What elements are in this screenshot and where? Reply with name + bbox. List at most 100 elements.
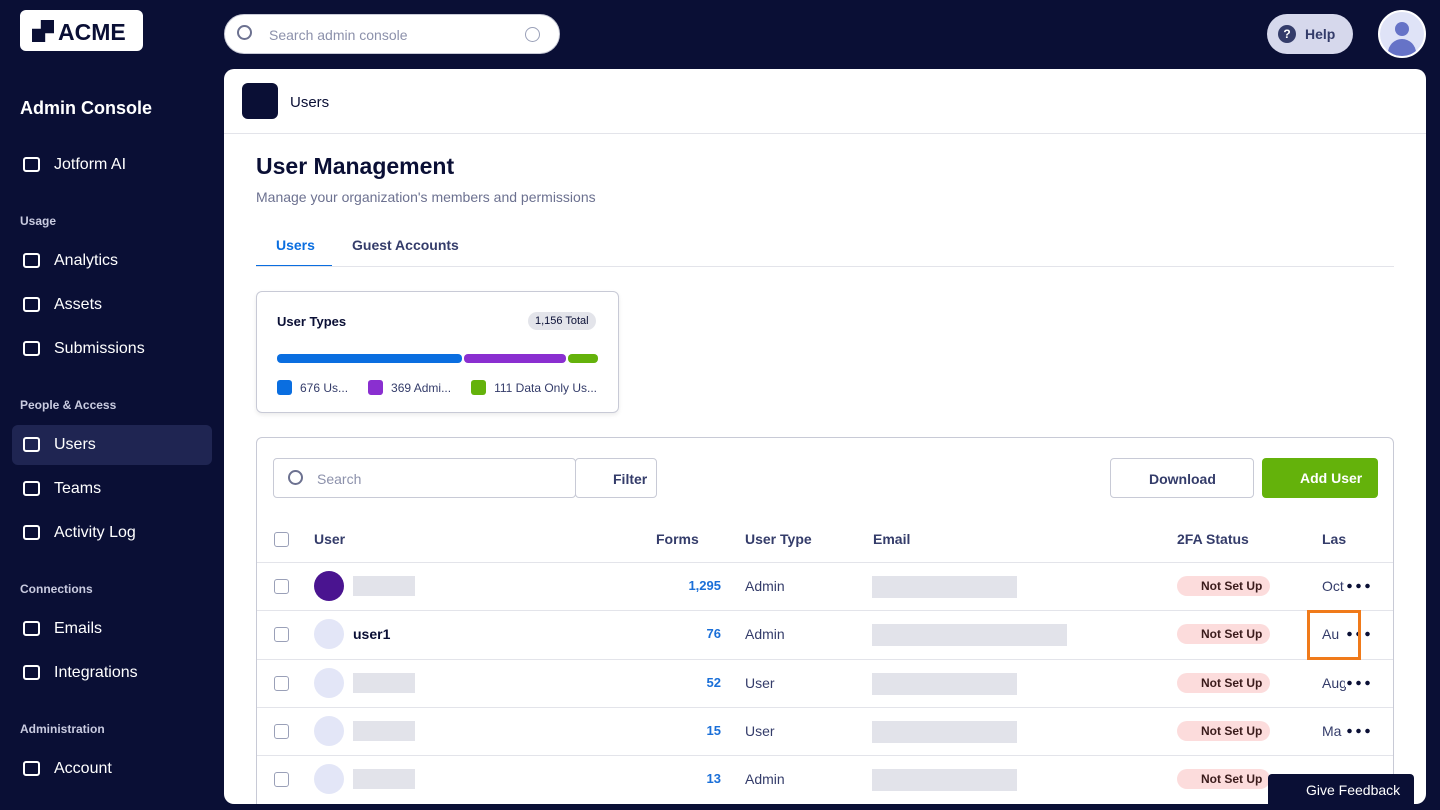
row-checkbox[interactable] xyxy=(274,723,289,739)
forms-count[interactable]: 52 xyxy=(706,674,721,690)
nav-item[interactable]: Teams xyxy=(54,480,102,497)
twofa-status: Not Set Up xyxy=(1177,720,1271,741)
type-segment xyxy=(277,354,463,363)
nav-item[interactable]: Account xyxy=(54,760,112,777)
row-checkbox[interactable] xyxy=(274,579,289,594)
add-user-label: Add User xyxy=(1300,470,1363,486)
nav-item[interactable]: Integrations xyxy=(54,664,138,681)
last-active: Aug xyxy=(1322,674,1347,691)
user-avatar xyxy=(314,667,344,698)
row-divider xyxy=(257,706,1393,708)
twofa-status: Not Set Up xyxy=(1177,769,1271,790)
nav-item[interactable]: Emails xyxy=(54,620,103,637)
blurred-email xyxy=(872,720,1017,743)
nav-section: Usage xyxy=(20,214,57,228)
table-search[interactable]: Search xyxy=(273,458,576,498)
blurred-email xyxy=(872,576,1017,598)
row-divider xyxy=(257,610,1393,612)
nav-section: People & Access xyxy=(20,398,117,412)
nav-icon xyxy=(23,437,40,452)
row-divider xyxy=(257,755,1393,757)
sidebar-title: Admin Console xyxy=(20,98,153,118)
last-active: Oct xyxy=(1322,578,1344,594)
row-checkbox[interactable] xyxy=(274,627,289,643)
nav-icon xyxy=(23,761,40,776)
blurred-name xyxy=(353,672,415,693)
type-segment xyxy=(567,354,598,363)
type-segment xyxy=(464,354,566,363)
nav-item[interactable]: Analytics xyxy=(54,252,119,269)
blurred-name xyxy=(353,576,415,596)
help-button[interactable]: ? Help xyxy=(1267,14,1353,54)
row-checkbox[interactable] xyxy=(274,772,289,788)
user-avatar xyxy=(314,764,344,795)
nav-item[interactable]: Users xyxy=(54,436,96,453)
nav-section: Administration xyxy=(20,722,105,736)
column-header[interactable]: Forms xyxy=(656,531,699,547)
table-card: Search Filter Download Add User User Form… xyxy=(256,437,1394,804)
blurred-name xyxy=(353,769,415,790)
column-header[interactable]: User xyxy=(314,531,346,547)
active-bg xyxy=(12,425,212,465)
feedback-button[interactable]: Give Feedback xyxy=(1268,774,1414,810)
twofa-status: Not Set Up xyxy=(1177,672,1271,693)
forms-count[interactable]: 15 xyxy=(706,722,721,738)
column-header[interactable]: Email xyxy=(873,531,911,547)
legend-swatch xyxy=(368,380,384,395)
card-title: User Types xyxy=(277,314,347,329)
add-user-button[interactable]: Add User xyxy=(1262,458,1378,498)
more-button[interactable] xyxy=(1345,726,1373,735)
forms-count[interactable]: 76 xyxy=(706,626,721,642)
nav-icon xyxy=(23,341,40,356)
filter-label: Filter xyxy=(613,471,648,487)
user-name: user1 xyxy=(353,626,391,643)
download-button[interactable]: Download xyxy=(1110,458,1254,498)
header-title: Users xyxy=(290,94,330,111)
nav-item[interactable]: Submissions xyxy=(54,340,145,357)
more-button[interactable] xyxy=(1345,678,1373,687)
nav-icon xyxy=(23,665,40,680)
blurred-email xyxy=(872,672,1017,695)
logo[interactable]: ACME xyxy=(20,10,143,51)
nav-icon xyxy=(23,481,40,496)
search-console[interactable]: Search admin console xyxy=(224,14,560,54)
user-types-card: User Types 1,156 Total 676 Us... 369 Admi… xyxy=(256,291,619,413)
legend-label: 111 Data Only Us... xyxy=(494,380,598,395)
logo-text: ACME xyxy=(58,19,126,45)
legend-item: 369 Admi... xyxy=(368,380,451,395)
last-active: Ma xyxy=(1322,722,1342,739)
legend: 676 Us... 369 Admi... 111 Data Only Us... xyxy=(277,380,597,395)
nav-item[interactable]: Activity Log xyxy=(54,524,136,541)
search-placeholder: Search admin console xyxy=(269,27,408,43)
column-header[interactable]: Las xyxy=(1322,531,1347,547)
user-type: User xyxy=(745,674,775,691)
tab[interactable]: Users xyxy=(276,237,315,253)
user-type: User xyxy=(745,722,775,739)
blurred-email xyxy=(872,624,1067,647)
page-subtitle: Manage your organization's members and p… xyxy=(256,189,596,205)
help-label: Help xyxy=(1305,26,1336,42)
forms-count[interactable]: 1,295 xyxy=(688,578,721,593)
forms-count[interactable]: 13 xyxy=(706,771,721,787)
nav-item[interactable]: Assets xyxy=(54,296,103,313)
row-checkbox[interactable] xyxy=(274,675,289,691)
page-title: User Management xyxy=(256,153,455,179)
column-header[interactable]: User Type xyxy=(745,531,812,547)
user-avatar xyxy=(314,571,344,601)
more-button[interactable] xyxy=(1345,582,1373,590)
last-active: Au xyxy=(1322,626,1340,643)
main-panel: Users User Management Manage your organi… xyxy=(224,69,1426,804)
twofa-status: Not Set Up xyxy=(1177,624,1271,645)
tab[interactable]: Guest Accounts xyxy=(352,237,459,253)
filter-button[interactable]: Filter xyxy=(575,458,657,498)
avatar[interactable] xyxy=(1378,10,1426,58)
blurred-name xyxy=(353,720,415,741)
legend-item: 676 Us... xyxy=(277,380,348,395)
column-header[interactable]: 2FA Status xyxy=(1177,531,1249,547)
user-type: Admin xyxy=(745,626,785,643)
type-bar xyxy=(277,354,598,363)
row-divider xyxy=(257,562,1393,563)
nav-icon xyxy=(23,297,40,312)
nav-item[interactable]: Jotform AI xyxy=(54,156,127,173)
